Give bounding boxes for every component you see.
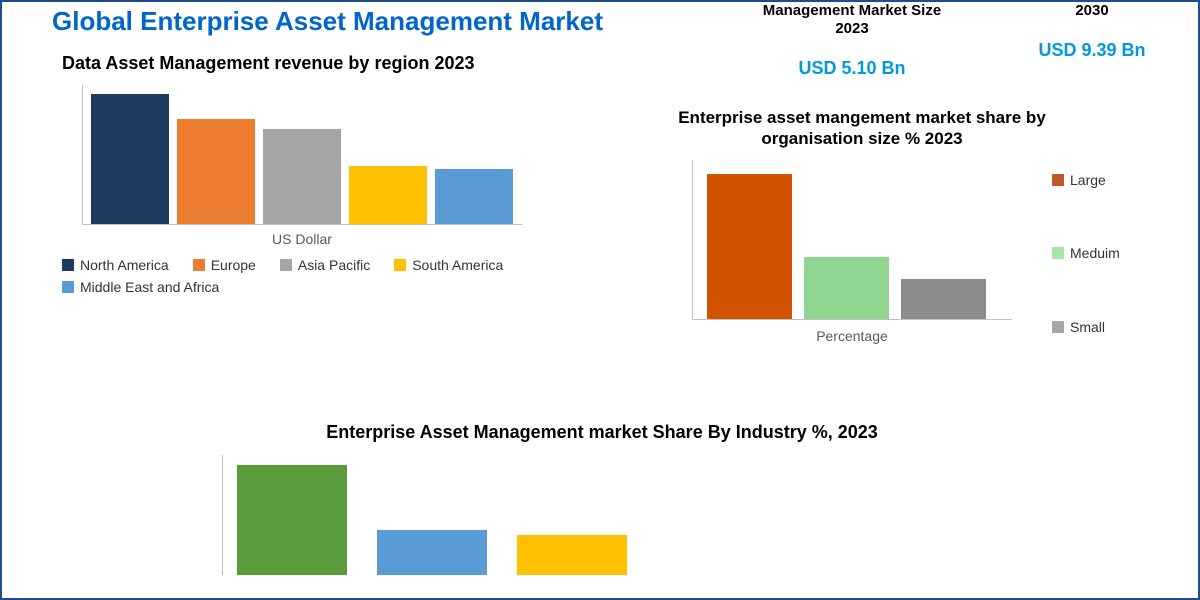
bar	[177, 119, 255, 224]
stat-value: USD 5.10 Bn	[752, 58, 952, 79]
legend-label: Small	[1070, 319, 1105, 335]
legend-label: Asia Pacific	[298, 257, 370, 273]
legend-item: Europe	[193, 257, 256, 273]
legend-swatch	[394, 259, 406, 271]
legend-item: Small	[1052, 319, 1120, 335]
bar	[377, 530, 487, 575]
legend-item: Large	[1052, 172, 1120, 188]
x-axis-label: US Dollar	[82, 231, 522, 247]
stat-label: 2030	[1002, 2, 1182, 20]
legend-item: Middle East and Africa	[62, 279, 219, 295]
bar	[901, 279, 986, 319]
legend: North America Europe Asia Pacific South Ame…	[62, 257, 582, 295]
legend-label: Middle East and Africa	[80, 279, 219, 295]
legend-swatch	[1052, 174, 1064, 186]
bar-plot-area	[222, 455, 922, 575]
bar	[435, 169, 513, 224]
legend-label: Meduim	[1070, 245, 1120, 261]
legend: Large Meduim Small	[1052, 160, 1120, 344]
legend-item: Meduim	[1052, 245, 1120, 261]
legend-swatch	[1052, 321, 1064, 333]
legend-swatch	[193, 259, 205, 271]
bar-plot-area	[82, 85, 522, 225]
bar	[237, 465, 347, 575]
legend-swatch	[280, 259, 292, 271]
bar-plot-area	[692, 160, 1012, 320]
legend-swatch	[62, 281, 74, 293]
stat-label: Management Market Size 2023	[752, 2, 952, 38]
legend-swatch	[1052, 247, 1064, 259]
bar	[517, 535, 627, 575]
bar	[349, 166, 427, 224]
chart-title: Enterprise asset mangement market share …	[672, 107, 1052, 150]
chart-title: Data Asset Management revenue by region …	[62, 52, 582, 75]
legend-item: Asia Pacific	[280, 257, 370, 273]
chart-region-revenue: Data Asset Management revenue by region …	[62, 52, 582, 295]
bar	[91, 94, 169, 224]
chart-title: Enterprise Asset Management market Share…	[182, 422, 1022, 443]
x-axis-label: Percentage	[692, 328, 1012, 344]
legend-item: North America	[62, 257, 169, 273]
stat-block-2030: 2030 USD 9.39 Bn	[1002, 2, 1182, 61]
legend-label: South America	[412, 257, 503, 273]
bar	[707, 174, 792, 319]
legend-item: South America	[394, 257, 503, 273]
legend-label: Europe	[211, 257, 256, 273]
bar	[263, 129, 341, 224]
stat-block-2023: Management Market Size 2023 USD 5.10 Bn	[752, 2, 952, 79]
bar	[804, 257, 889, 319]
chart-org-size: Enterprise asset mangement market share …	[632, 107, 1182, 344]
stat-value: USD 9.39 Bn	[1002, 40, 1182, 61]
legend-swatch	[62, 259, 74, 271]
legend-label: North America	[80, 257, 169, 273]
chart-industry-share: Enterprise Asset Management market Share…	[182, 422, 1022, 575]
legend-label: Large	[1070, 172, 1106, 188]
main-title: Global Enterprise Asset Management Marke…	[52, 6, 603, 37]
